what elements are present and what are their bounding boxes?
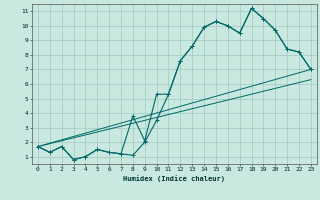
X-axis label: Humidex (Indice chaleur): Humidex (Indice chaleur) [124, 175, 225, 182]
